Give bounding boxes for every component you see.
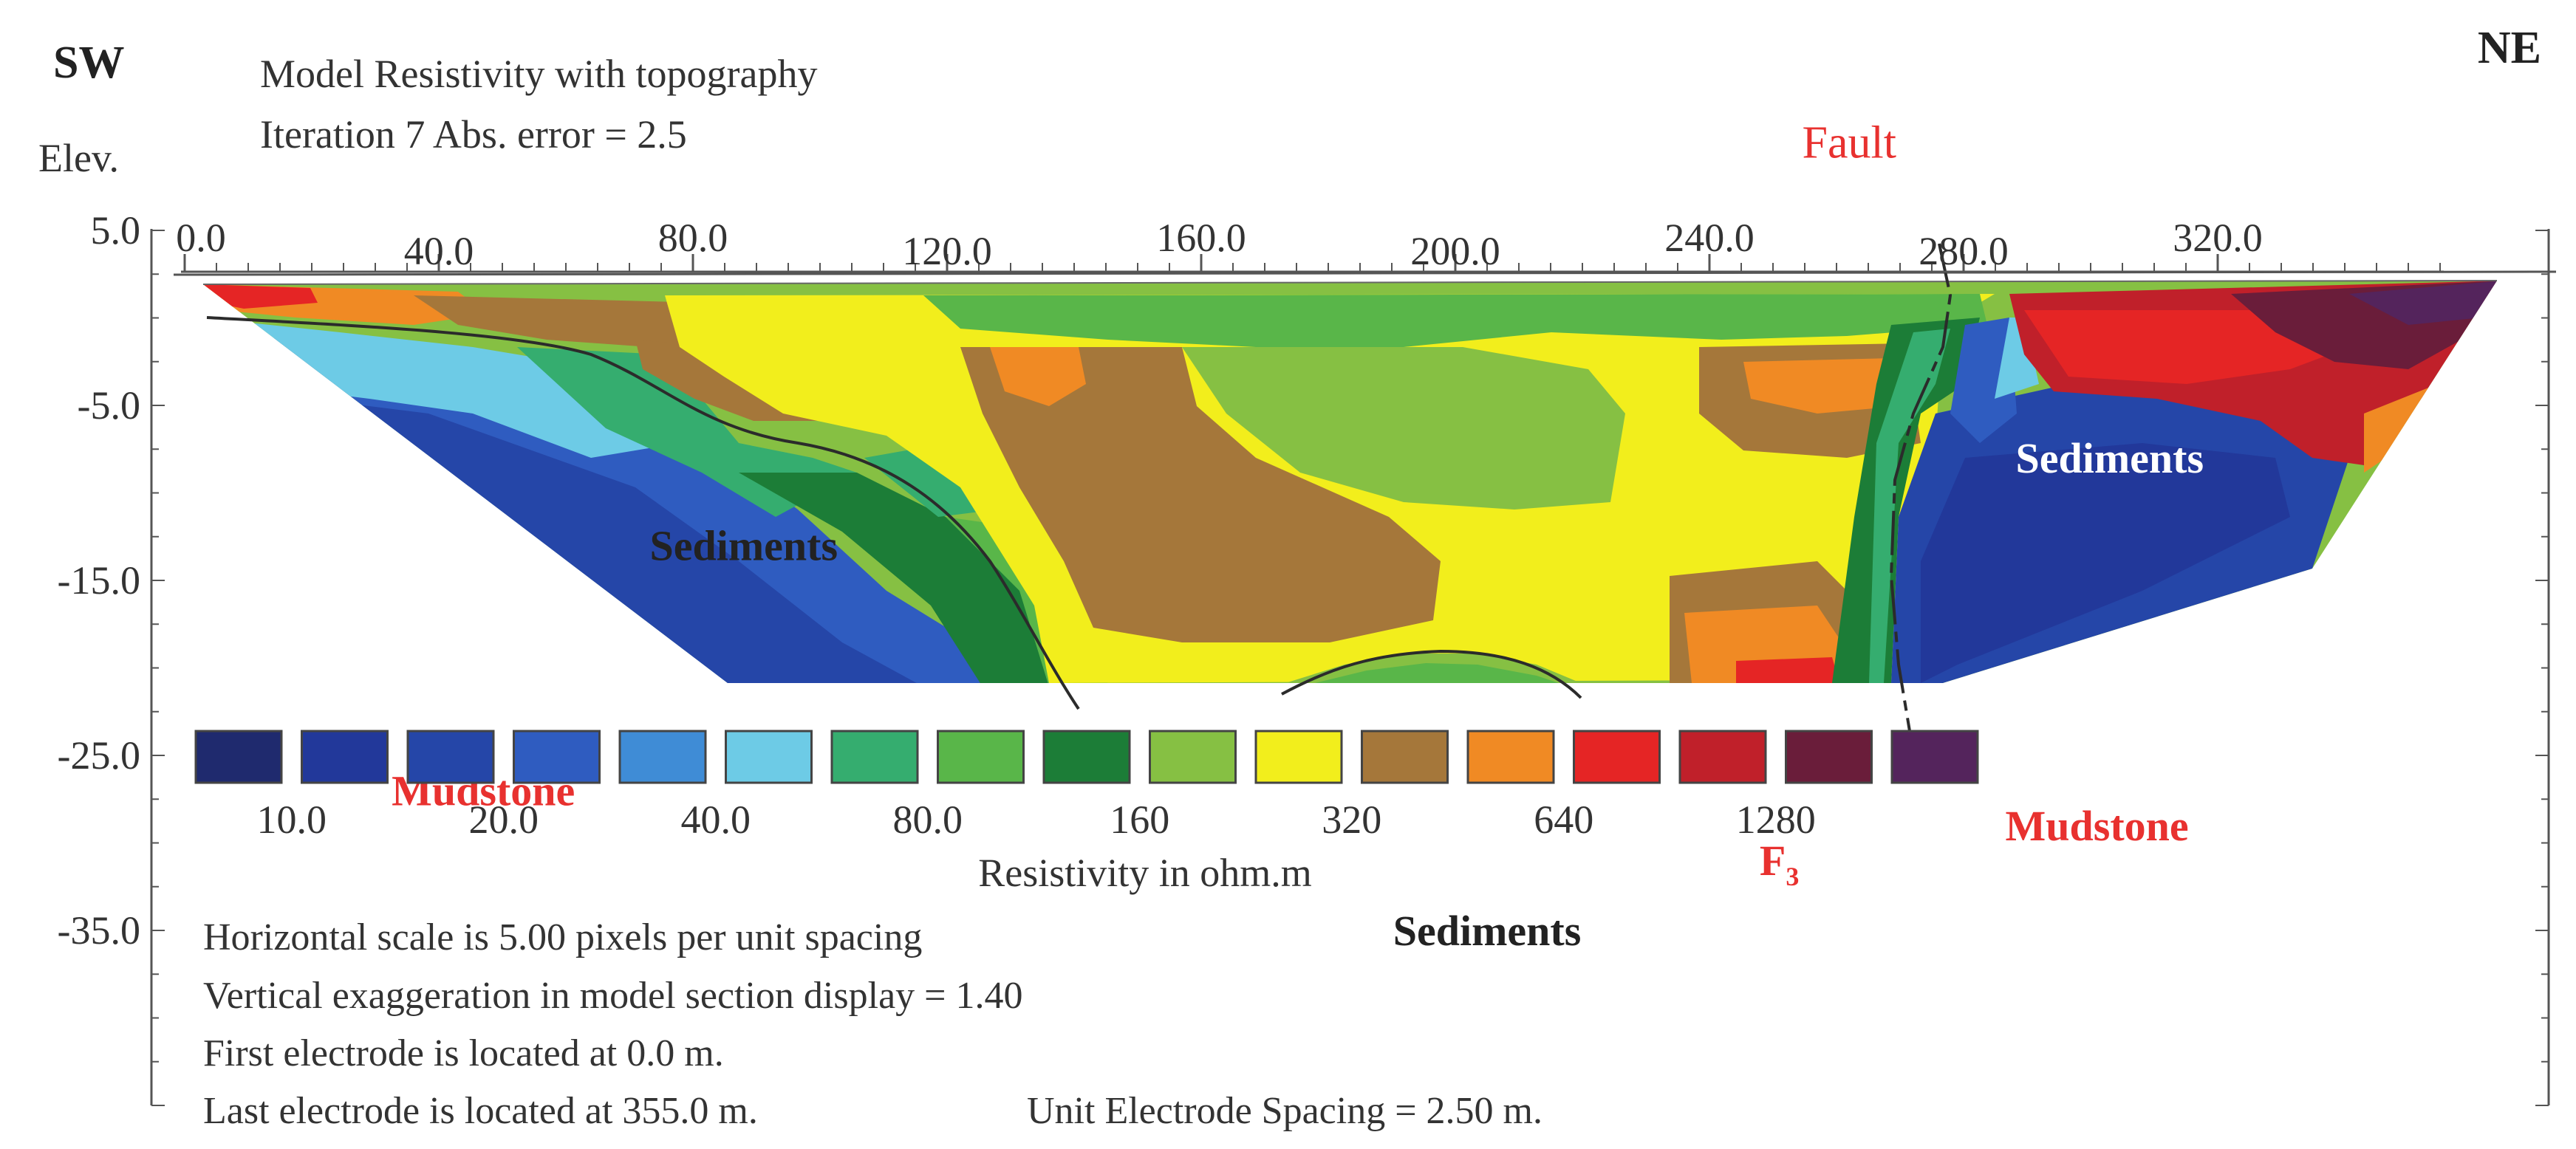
- annotation-mudstone: Mudstone: [2006, 802, 2189, 850]
- annotation-f: F3: [1760, 837, 1799, 891]
- legend-swatch: [194, 730, 283, 784]
- legend-swatch: [618, 730, 707, 784]
- x-tick-label: 320.0: [2173, 216, 2263, 260]
- legend-label: 160: [1110, 798, 1169, 842]
- legend-swatch: [1361, 730, 1449, 784]
- x-tick-label: 160.0: [1156, 216, 1246, 260]
- annotation-sediments: Sediments: [650, 522, 838, 570]
- legend-label: 10.0: [257, 798, 327, 842]
- resistivity-section: [203, 281, 2497, 683]
- x-tick-label: 280.0: [1919, 229, 2009, 273]
- legend-swatch: [1254, 730, 1343, 784]
- direction-sw: SW: [53, 38, 124, 88]
- legend-swatch: [1678, 730, 1767, 784]
- legend-swatch: [1149, 730, 1237, 784]
- y-axis-label: Elev.: [38, 136, 119, 180]
- legend-title: Resistivity in ohm.m: [978, 851, 1312, 895]
- legend-swatch: [406, 730, 495, 784]
- fault-line: [1889, 243, 1953, 732]
- legend-swatch: [1890, 730, 1979, 784]
- legend-swatch: [830, 730, 919, 784]
- legend-label: 40.0: [681, 798, 751, 842]
- annotation-subscript: 3: [1786, 862, 1799, 891]
- x-tick-label: 0.0: [176, 216, 226, 260]
- legend-label: 20.0: [469, 798, 539, 842]
- x-tick-label: 120.0: [902, 229, 992, 273]
- y-tick-label: 5.0: [91, 208, 141, 253]
- x-tick-label: 40.0: [404, 229, 474, 273]
- x-tick-label: 80.0: [658, 216, 728, 260]
- chart-subtitle: Iteration 7 Abs. error = 2.5: [260, 112, 687, 157]
- legend-swatch: [937, 730, 1025, 784]
- legend-swatch: [1785, 730, 1873, 784]
- annotation-sediments: Sediments: [1393, 907, 1582, 955]
- legend-swatch: [1042, 730, 1131, 784]
- x-tick-label: 200.0: [1410, 229, 1500, 273]
- sediment-boundary-line: [206, 316, 1080, 710]
- color-legend: 10.0 20.0 40.0 80.0 160 320 640 1280: [194, 730, 1979, 842]
- legend-swatch: [1573, 730, 1661, 784]
- section-top-edge: [202, 280, 2498, 285]
- footer-line-4: Last electrode is located at 355.0 m.: [203, 1090, 758, 1132]
- buried-channel-line: [1281, 649, 1582, 699]
- y-tick-label: -25.0: [58, 733, 140, 778]
- legend-swatch: [1466, 730, 1555, 784]
- annotation-fault: Fault: [1802, 118, 1896, 168]
- y-tick-label: -35.0: [58, 908, 140, 953]
- annotations: Fault Sediments Sediments Sediments Mudstone…: [392, 118, 2204, 956]
- legend-label: 320: [1322, 798, 1381, 842]
- footer-line-2: Vertical exaggeration in model section d…: [203, 975, 1022, 1017]
- legend-label: 80.0: [893, 798, 963, 842]
- y-tick-label: -15.0: [58, 558, 140, 603]
- legend-swatch: [725, 730, 813, 784]
- legend-swatch: [513, 730, 601, 784]
- annotation-sediments: Sediments: [2016, 434, 2204, 482]
- legend-swatch: [301, 730, 389, 784]
- legend-label: 640: [1534, 798, 1593, 842]
- x-tick-label: 240.0: [1664, 216, 1755, 260]
- footer-line-1: Horizontal scale is 5.00 pixels per unit…: [203, 916, 922, 958]
- direction-ne: NE: [2478, 23, 2541, 73]
- legend-label: 1280: [1736, 798, 1816, 842]
- footer-electrode-spacing: Unit Electrode Spacing = 2.50 m.: [1027, 1090, 1542, 1132]
- y-tick-label: -5.0: [78, 383, 140, 428]
- chart-title: Model Resistivity with topography: [260, 52, 817, 96]
- axes: 0.0 40.0 80.0 120.0 160.0 200.0 240.0 280.0 320.…: [58, 208, 2550, 1106]
- footer-line-3: First electrode is located at 0.0 m.: [203, 1032, 724, 1074]
